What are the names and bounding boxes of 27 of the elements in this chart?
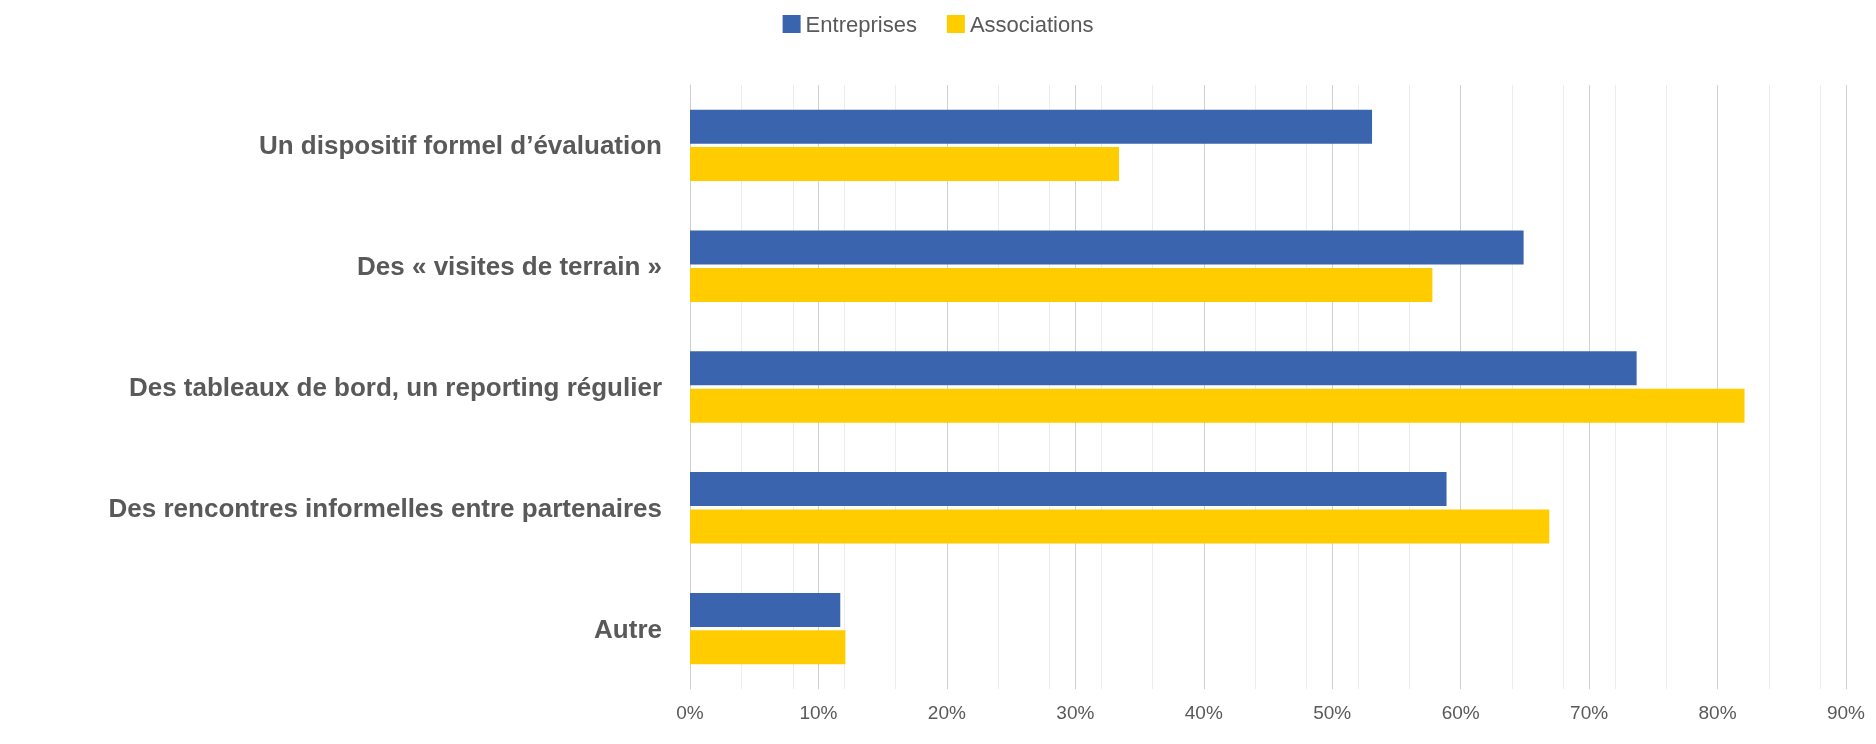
bar	[690, 509, 1550, 544]
bar	[690, 267, 1433, 302]
y-tick-label: Un dispositif formel d’évaluation	[258, 130, 662, 161]
x-tick-label: 0%	[676, 702, 704, 723]
bar	[690, 630, 846, 665]
x-tick-label: 80%	[1698, 702, 1737, 723]
bar	[690, 147, 1119, 182]
y-tick-label: Autre	[594, 613, 662, 644]
x-tick-label: 40%	[1184, 702, 1223, 723]
y-tick-label: Des « visites de terrain »	[357, 251, 662, 282]
bar	[690, 592, 841, 627]
legend-label: Associations	[969, 11, 1094, 37]
x-tick-label: 70%	[1570, 702, 1609, 723]
y-tick-label: Des tableaux de bord, un reporting régulier	[128, 372, 662, 402]
x-tick-label: 60%	[1441, 702, 1480, 723]
x-tick-label: 50%	[1313, 702, 1352, 723]
bar	[690, 109, 1373, 144]
x-tick-label: 30%	[1056, 702, 1095, 723]
legend-label: Entreprises	[805, 11, 917, 37]
x-tick-label: 10%	[799, 702, 838, 723]
x-tick-label: 20%	[927, 702, 967, 723]
bar	[690, 230, 1524, 265]
bar	[690, 472, 1447, 507]
bar	[690, 388, 1745, 423]
bar	[690, 351, 1637, 386]
x-tick-label: 90%	[1826, 702, 1866, 723]
y-tick-label: Des rencontres informelles entre partenaires	[108, 492, 662, 523]
